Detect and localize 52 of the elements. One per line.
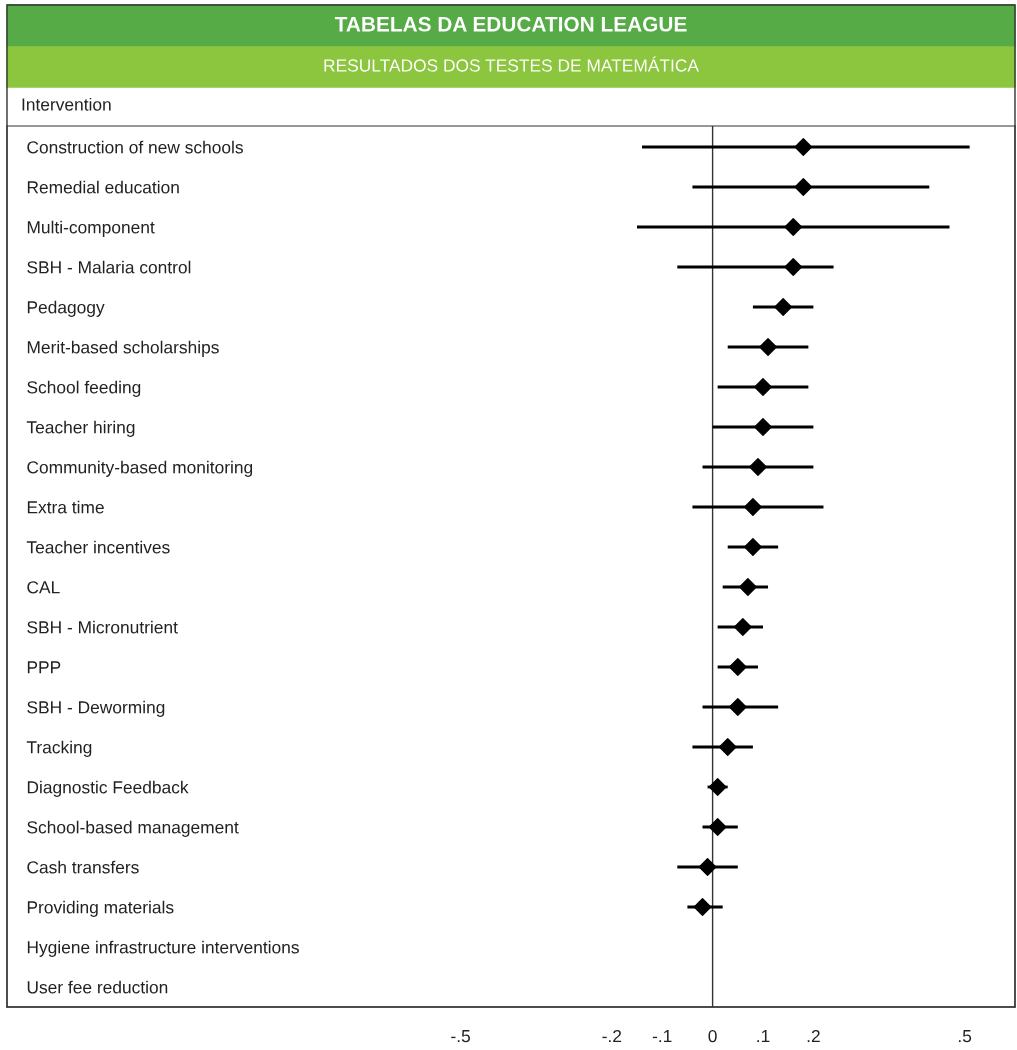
chart-title: TABELAS DA EDUCATION LEAGUE: [334, 16, 687, 32]
x-tick-label: .2: [807, 1029, 820, 1043]
y-tick-label: Multi-component: [27, 220, 155, 237]
x-tick-label: 0: [708, 1029, 717, 1043]
point: [693, 898, 712, 916]
x-tick-label: -.5: [451, 1030, 470, 1043]
point: [784, 258, 803, 276]
y-tick-label: PPP: [27, 661, 61, 674]
point: [744, 498, 762, 516]
y-tick-label: Pedagogy: [27, 300, 105, 317]
point: [749, 458, 767, 476]
point: [698, 858, 717, 876]
point: [794, 178, 813, 196]
y-tick-label: School feeding: [27, 380, 141, 397]
point: [708, 818, 727, 836]
y-tick-label: Providing materials: [27, 900, 174, 917]
point: [759, 338, 777, 356]
y-tick-label: Community-based monitoring: [27, 460, 253, 477]
point: [733, 618, 752, 636]
point: [708, 778, 727, 796]
point: [754, 418, 772, 436]
chart-subtitle: RESULTADOS DOS TESTES DE MATEMÁTICA: [324, 56, 699, 72]
y-tick-label: Remedial education: [27, 180, 179, 194]
point: [728, 658, 747, 676]
point: [738, 578, 757, 596]
x-tick-label: .5: [958, 1030, 972, 1043]
y-tick-label: Teacher hiring: [26, 420, 135, 437]
point: [794, 138, 813, 156]
x-tick-label: -.2: [602, 1029, 622, 1043]
y-axis-title: Intervention: [22, 97, 111, 111]
point: [774, 298, 793, 316]
y-tick-label: Diagnostic Feedback: [27, 780, 189, 797]
y-tick-label: SBH - Deworming: [27, 700, 165, 717]
x-tick-label: -.1: [652, 1030, 672, 1043]
y-tick-label: Tracking: [26, 740, 92, 757]
y-tick-label: SBH - Micronutrient: [27, 620, 178, 634]
y-tick-label: Teacher incentives: [26, 540, 170, 554]
y-tick-label: Extra time: [27, 500, 104, 514]
y-tick-label: Merit-based scholarships: [27, 340, 219, 357]
point: [754, 378, 772, 396]
x-tick-label: .1: [757, 1030, 770, 1043]
y-tick-label: Cash transfers: [27, 860, 139, 874]
y-tick-label: School-based management: [27, 820, 239, 837]
y-tick-label: Construction of new schools: [27, 140, 243, 154]
point: [744, 538, 762, 556]
y-tick-label: User fee reduction: [27, 980, 168, 994]
point: [728, 698, 747, 716]
point: [784, 218, 803, 236]
point: [718, 738, 737, 756]
y-tick-label: CAL: [27, 581, 60, 594]
y-tick-label: SBH - Malaria control: [27, 260, 191, 274]
y-tick-label: Hygiene infrastructure interventions: [27, 940, 299, 957]
